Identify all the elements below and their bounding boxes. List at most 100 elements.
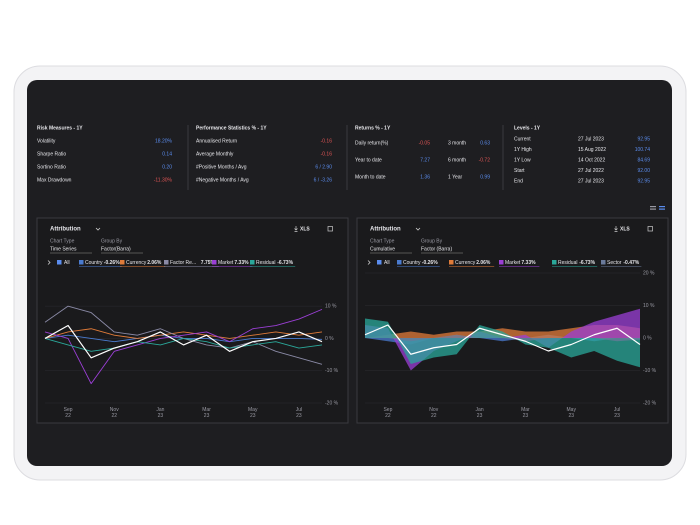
field-label: Group By: [421, 238, 443, 244]
stat-label: #Negative Months / Avg: [196, 177, 249, 183]
legend-swatch[interactable]: [164, 260, 169, 265]
x-tick-label: May 23: [567, 407, 577, 419]
legend-entry[interactable]: All: [384, 260, 390, 266]
return-value: 0.99: [480, 174, 490, 180]
legend-swatch[interactable]: [250, 260, 255, 265]
level-date: 27 Jul 2023: [578, 136, 604, 142]
legend-swatch[interactable]: [212, 260, 217, 265]
return-label: Daily return(%): [355, 140, 389, 146]
download-icon[interactable]: [294, 226, 298, 232]
legend-checkbox[interactable]: [57, 260, 62, 265]
stat-value: -0.16: [321, 138, 333, 144]
stat-value: 6 / 2.90: [315, 164, 332, 170]
legend-checkbox[interactable]: [377, 260, 382, 265]
export-button[interactable]: XLS: [620, 226, 630, 232]
y-tick-label: 10 %: [325, 303, 337, 309]
legend-entry[interactable]: Country: [85, 260, 103, 266]
attribution-panel: Attribution XLS Chart Type Time Series Group…: [36, 217, 349, 424]
level-value: 84.69: [637, 158, 650, 164]
legend-entry[interactable]: Currency: [126, 260, 147, 266]
return-value: -0.72: [479, 157, 491, 163]
legend-total: -0.26%: [104, 260, 120, 266]
legend-entry[interactable]: Market: [218, 260, 234, 266]
legend-total: -6.73%: [277, 260, 293, 266]
expand-icon[interactable]: [327, 226, 333, 232]
legend-swatch[interactable]: [79, 260, 84, 265]
x-tick-label: Mar 23: [521, 407, 530, 419]
legend-swatch[interactable]: [601, 260, 606, 265]
line: [44, 308, 323, 385]
x-tick-label: Sep 22: [383, 407, 392, 419]
section-title: Performance Statistics % - 1Y: [196, 125, 267, 131]
chevron[interactable]: [95, 227, 101, 231]
download-icon[interactable]: [614, 226, 618, 232]
stat-value: -0.16: [321, 151, 333, 157]
level-value: 92.95: [637, 136, 650, 142]
x-tick-label: Jul 23: [296, 407, 302, 419]
stat-label: Max Drawdown: [37, 177, 72, 183]
group-by-select[interactable]: Factor (Barra): [421, 246, 452, 252]
section-title: Risk Measures - 1Y: [37, 125, 83, 131]
expand-icon[interactable]: [647, 226, 653, 232]
y-tick-label: -10 %: [643, 368, 657, 374]
y-tick-label: -10 %: [325, 368, 339, 374]
return-value: 7.27: [420, 157, 430, 163]
level-label: 1Y Low: [514, 158, 531, 164]
x-tick-label: Jul 23: [614, 407, 620, 419]
panel-title: Attribution: [370, 227, 401, 233]
level-date: 14 Oct 2022: [578, 158, 605, 164]
chart-type-select[interactable]: Cumulative: [370, 246, 395, 252]
legend-chevron[interactable]: [367, 260, 371, 265]
legend-entry[interactable]: Currency: [455, 260, 476, 266]
y-tick-label: -20 %: [643, 400, 657, 406]
return-label: Month to date: [355, 174, 386, 180]
legend-entry[interactable]: Factor Re...: [170, 260, 196, 266]
return-value: 1.36: [420, 174, 430, 180]
chart-type-select[interactable]: Time Series: [50, 246, 77, 252]
group-by-select[interactable]: Factor(Barra): [101, 246, 131, 252]
legend-total: 7.33%: [521, 260, 536, 266]
line: [44, 328, 323, 339]
legend-entry[interactable]: All: [64, 260, 70, 266]
legend-entry[interactable]: Market: [505, 260, 521, 266]
legend-swatch[interactable]: [552, 260, 557, 265]
stat-value: 0.14: [162, 151, 172, 157]
y-tick-label: 0 %: [643, 335, 652, 341]
level-label: 1Y High: [514, 147, 532, 153]
legend-total: -0.47%: [623, 260, 639, 266]
legend-entry[interactable]: Residual: [256, 260, 275, 266]
field-label: Chart Type: [50, 238, 75, 244]
y-tick-label: 20 %: [643, 270, 655, 276]
legend-entry[interactable]: Sector: [607, 260, 622, 266]
chevron[interactable]: [415, 227, 421, 231]
y-tick-label: -20 %: [325, 400, 339, 406]
export-button[interactable]: XLS: [300, 226, 310, 232]
x-tick-label: May 23: [248, 407, 258, 419]
x-tick-label: Nov 22: [110, 407, 119, 419]
legend-swatch[interactable]: [499, 260, 504, 265]
x-tick-label: Sep 22: [64, 407, 73, 419]
x-tick-label: Mar 23: [202, 407, 211, 419]
stat-label: Annualised Return: [196, 138, 237, 144]
legend-entry[interactable]: Residual: [558, 260, 577, 266]
legend-chevron[interactable]: [47, 260, 51, 265]
level-label: Start: [514, 168, 525, 174]
return-value: 0.63: [480, 140, 490, 146]
legend-swatch[interactable]: [120, 260, 125, 265]
line: [364, 324, 641, 355]
legend-total: 7.75%: [201, 260, 216, 266]
legend-swatch[interactable]: [449, 260, 454, 265]
return-value: -0.05: [419, 140, 431, 146]
y-tick-label: 10 %: [643, 303, 655, 309]
stat-value: 0.20: [162, 164, 172, 170]
stat-label: Sortino Ratio: [37, 164, 66, 170]
legend-entry[interactable]: Country: [403, 260, 421, 266]
view-toggle[interactable]: [650, 206, 665, 210]
legend-total: 2.06%: [476, 260, 491, 266]
level-label: End: [514, 179, 523, 185]
line: [44, 324, 323, 359]
legend-swatch[interactable]: [397, 260, 402, 265]
stat-value: -11.30%: [154, 177, 173, 183]
section-title: Returns % - 1Y: [355, 125, 391, 131]
